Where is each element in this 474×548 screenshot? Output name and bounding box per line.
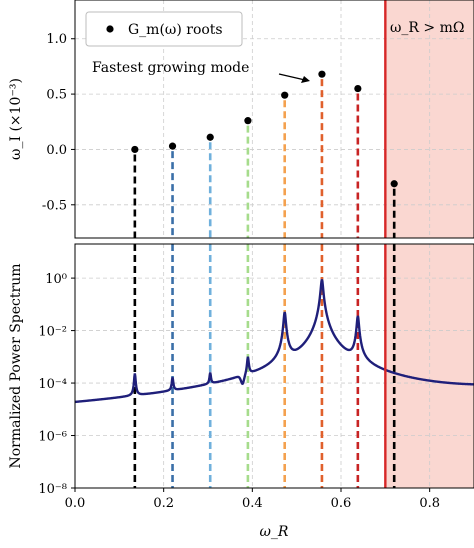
bottom-y-tick-label: 10⁰ xyxy=(45,272,67,287)
annotation-arrowhead xyxy=(301,76,310,83)
annotation-text: Fastest growing mode xyxy=(92,60,249,76)
x-tick-label: 0.6 xyxy=(331,496,352,511)
top-y-tick-label: 1.0 xyxy=(46,32,67,47)
root-point xyxy=(390,180,398,188)
x-axis-label: ω_R xyxy=(260,524,289,540)
bottom-y-tick-label: 10⁻⁸ xyxy=(38,482,67,497)
root-point xyxy=(244,117,252,125)
root-point xyxy=(206,133,214,141)
top-panel: -0.5 0.0 0.5 1.0 G_m(ω) roots Fastest growi… xyxy=(8,0,474,239)
bottom-panel-frame xyxy=(74,243,474,489)
legend-box xyxy=(85,11,243,47)
legend-label: G_m(ω) roots xyxy=(128,22,223,38)
x-tick-label: 0.0 xyxy=(65,496,86,511)
threshold-label: ω_R > mΩ xyxy=(390,20,464,36)
x-tick-label: 0.8 xyxy=(419,496,440,511)
bottom-panel: 10⁻⁸ 10⁻⁶ 10⁻⁴ 10⁻² 10⁰ 0.0 0.2 0.4 0.6 0.8 Norm… xyxy=(8,243,474,540)
root-point xyxy=(281,91,289,99)
root-point xyxy=(354,84,362,93)
top-y-tick-label: -0.5 xyxy=(42,198,67,213)
bottom-y-tick-label: 10⁻⁴ xyxy=(38,377,67,392)
fastest-mode-annotation: Fastest growing mode xyxy=(92,60,310,83)
legend-marker xyxy=(106,25,114,33)
spectrum-line xyxy=(74,279,474,404)
bottom-y-tick-label: 10⁻⁶ xyxy=(38,430,67,445)
top-panel-frame xyxy=(74,0,474,239)
legend: G_m(ω) roots xyxy=(85,11,243,47)
top-y-tick-label: 0.0 xyxy=(46,143,67,158)
x-tick-label: 0.2 xyxy=(153,496,174,511)
root-point xyxy=(168,142,177,150)
x-tick-label: 0.4 xyxy=(242,496,263,511)
root-point xyxy=(131,145,139,154)
annotation-arrow-line xyxy=(278,73,306,81)
top-y-axis-label: ω_I (×10⁻³) xyxy=(8,78,24,160)
bottom-y-tick-label: 10⁻² xyxy=(38,325,67,340)
root-point xyxy=(318,70,326,78)
top-y-tick-label: 0.5 xyxy=(46,88,67,103)
bottom-y-axis-label: Normalized Power Spectrum xyxy=(8,263,24,468)
